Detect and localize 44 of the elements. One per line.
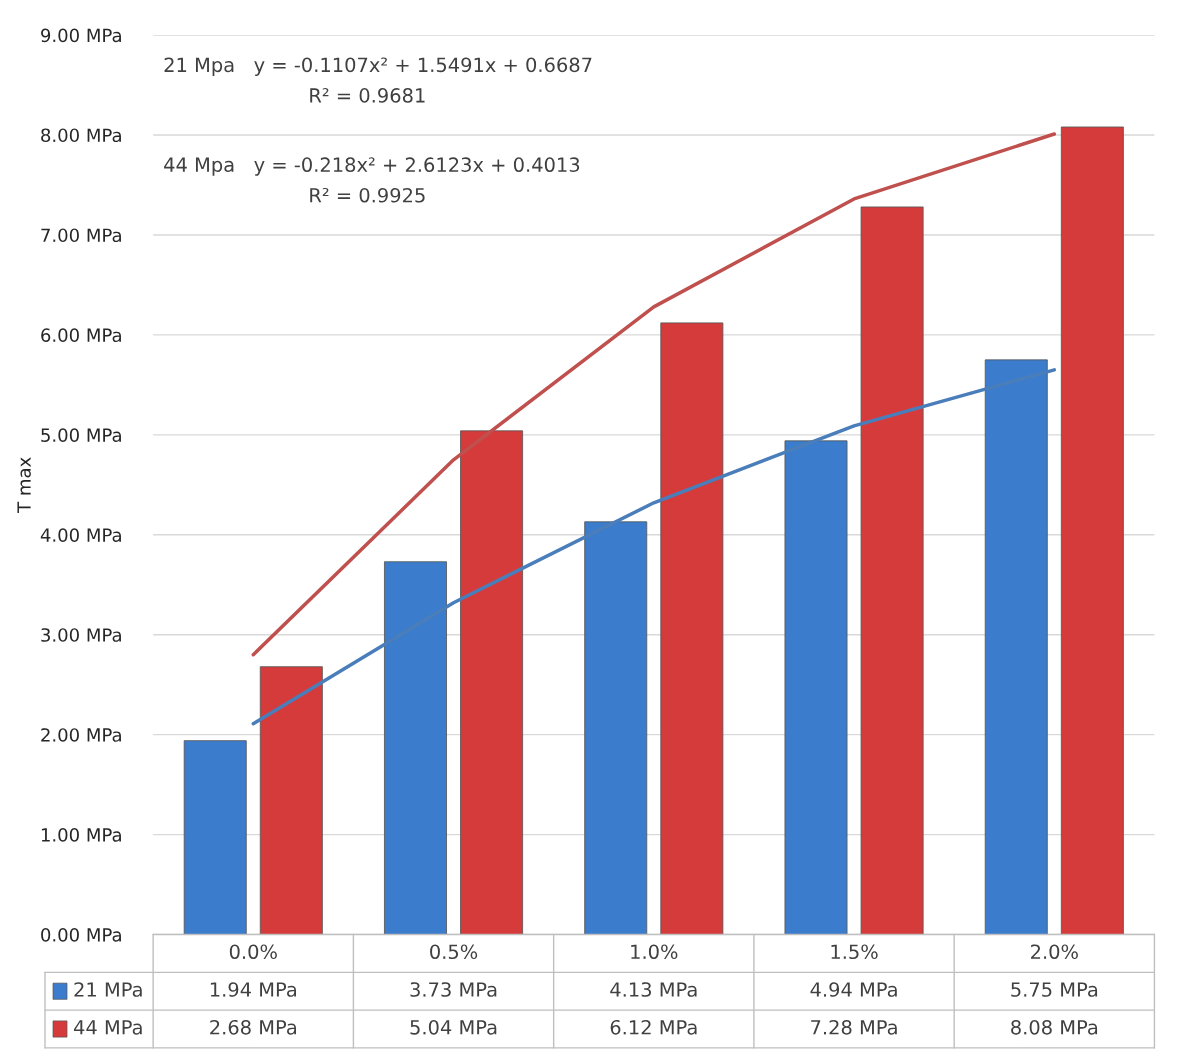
x-tick-label: 0.0% <box>229 944 277 960</box>
bar <box>784 440 848 935</box>
y-tick-label: 9.00 MPa <box>41 28 121 43</box>
line-series <box>251 132 1057 657</box>
x-tick-label: 0.5% <box>430 944 478 960</box>
bar <box>660 322 724 935</box>
data-label: 1.94 MPa <box>210 982 297 997</box>
x-tick-label: 2.0% <box>1031 944 1078 960</box>
bar <box>384 561 447 935</box>
y-tick-label: 7.00 MPa <box>41 228 121 243</box>
data-label: 5.04 MPa <box>410 1019 497 1035</box>
data-label: 2.68 MPa <box>210 1019 297 1035</box>
annotation: 44 Mpa y = -0.218x² + 2.6123x + 0.4013 <box>164 157 580 176</box>
x-tick-label: 1.0% <box>631 944 678 960</box>
data-label: 5.75 MPa <box>1011 982 1098 997</box>
data-label: 3.73 MPa <box>410 982 497 997</box>
bar <box>984 359 1048 935</box>
data-label: 4.94 MPa <box>810 982 897 997</box>
y-tick-label: 5.00 MPa <box>41 428 121 442</box>
y-tick-label: 4.00 MPa <box>40 528 121 542</box>
annotation: R² = 0.9681 <box>310 88 425 103</box>
bar <box>460 430 524 935</box>
line-series <box>251 368 1057 726</box>
legend-label: 44 MPa <box>73 1020 142 1035</box>
data-label: 7.28 MPa <box>811 1019 897 1035</box>
legend-label: 21 MPa <box>74 982 142 997</box>
x-tick-label: 1.5% <box>831 944 878 960</box>
y-tick-label: 2.00 MPa <box>41 728 121 742</box>
bar <box>183 740 247 935</box>
data-label: 4.13 MPa <box>610 982 697 997</box>
data-label: 8.08 MPa <box>1011 1019 1098 1035</box>
y-tick-label: 8.00 MPa <box>41 128 121 143</box>
bar <box>584 521 648 935</box>
y-tick-label: 1.00 MPa <box>41 828 121 842</box>
bar <box>259 666 323 935</box>
y-tick-label: 6.00 MPa <box>41 328 121 342</box>
bar <box>1060 126 1124 935</box>
bar <box>860 206 924 935</box>
annotation: R² = 0.9925 <box>310 187 425 203</box>
y-tick-label: 3.00 MPa <box>41 628 121 642</box>
y-axis-title: T max <box>17 457 31 513</box>
y-tick-label: 0.00 MPa <box>41 928 121 942</box>
annotation: 21 Mpa y = -0.1107x² + 1.5491x + 0.6687 <box>164 57 592 76</box>
data-label: 6.12 MPa <box>610 1019 697 1035</box>
